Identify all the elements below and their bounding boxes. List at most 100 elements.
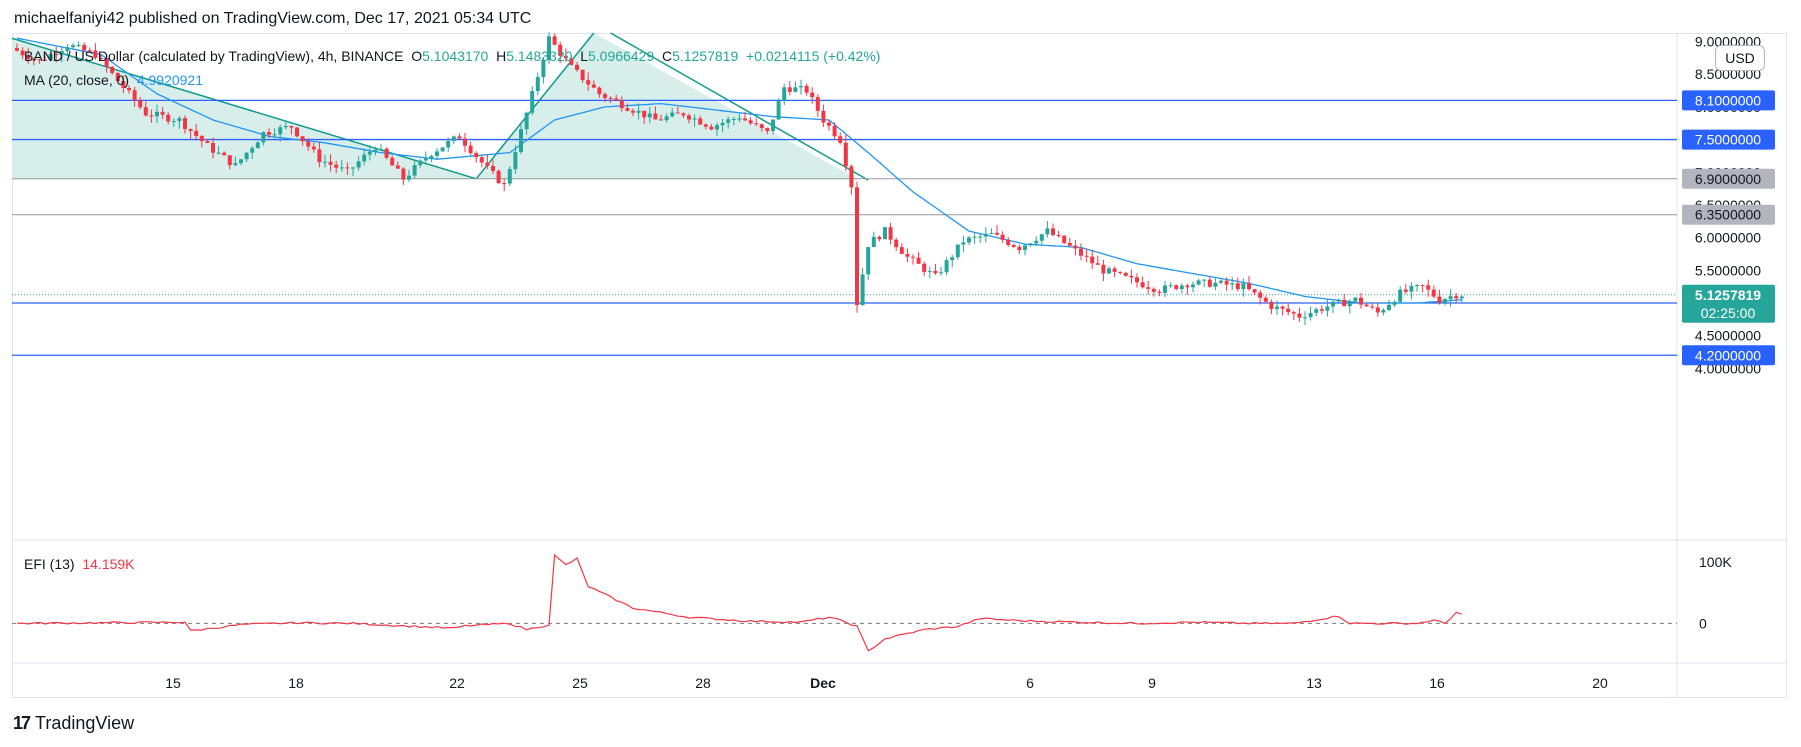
candle	[1107, 266, 1111, 274]
candle	[1437, 289, 1442, 305]
legend-symbol: BAND / US Dollar (calculated by TradingV…	[24, 48, 404, 64]
candle-body	[1303, 317, 1307, 319]
candle-body	[1403, 289, 1408, 292]
candle	[860, 267, 865, 306]
candle	[300, 136, 305, 146]
candle	[799, 79, 803, 95]
price-line-label-bg	[1682, 129, 1775, 150]
candle-body	[1381, 309, 1386, 313]
efi-legend: EFI (13) 14.159K	[24, 556, 135, 572]
candle	[804, 83, 809, 96]
candle	[395, 161, 400, 169]
candle-body	[591, 84, 596, 88]
candle	[687, 113, 691, 124]
candle-body	[1146, 287, 1151, 289]
candle-body	[1051, 228, 1055, 235]
ma-line	[16, 37, 1462, 304]
candle	[160, 106, 165, 120]
candle	[972, 232, 977, 244]
candle	[267, 128, 271, 139]
candle-body	[1157, 291, 1162, 293]
candle	[401, 167, 406, 185]
candle	[1028, 242, 1033, 247]
candle	[194, 124, 199, 141]
candle	[911, 254, 915, 265]
candle	[653, 106, 658, 120]
candle-body	[793, 87, 798, 92]
candle	[541, 56, 546, 84]
candle-body	[939, 272, 943, 274]
efi-legend-value: 14.159K	[82, 556, 135, 572]
candle	[362, 148, 367, 166]
candle-body	[1443, 299, 1447, 303]
candle	[239, 158, 243, 166]
candle-body	[1297, 313, 1302, 318]
candle	[289, 125, 294, 135]
candle	[883, 227, 887, 240]
candle	[390, 155, 395, 166]
candle	[1331, 301, 1335, 314]
price-line-label-bg	[1682, 90, 1775, 111]
candle	[776, 98, 781, 120]
candle-body	[1084, 255, 1089, 257]
legend-c-label: C	[661, 48, 673, 64]
candle	[205, 139, 210, 144]
candle-body	[99, 57, 103, 59]
candle-body	[423, 158, 428, 161]
last-price-label-bg	[1682, 284, 1775, 323]
candle	[1370, 302, 1375, 310]
candle-body	[37, 59, 42, 61]
candle	[1303, 311, 1307, 325]
candle-body	[530, 91, 535, 113]
chart-frame[interactable]	[12, 33, 1787, 698]
candle-body	[474, 153, 479, 158]
candle	[703, 123, 708, 130]
candle	[1179, 283, 1184, 294]
candle	[922, 261, 927, 276]
candle	[132, 86, 137, 107]
candle-body	[916, 257, 921, 264]
candle	[1202, 279, 1207, 287]
candle-body	[524, 112, 529, 130]
candle	[866, 246, 871, 281]
candle-body	[698, 118, 703, 125]
candle-body	[311, 146, 316, 150]
candle-body	[1370, 306, 1375, 308]
candle	[1263, 295, 1268, 304]
candle	[927, 266, 932, 278]
candle-body	[339, 167, 344, 169]
candle	[1023, 244, 1027, 256]
candle	[1409, 282, 1414, 300]
candle	[1275, 300, 1279, 315]
tradingview-logo[interactable]: 17 TradingView	[13, 713, 134, 734]
currency-button[interactable]: USD	[1715, 45, 1765, 71]
x-tick-label: 25	[572, 675, 588, 691]
candle	[675, 106, 680, 114]
candle	[1258, 289, 1263, 305]
candle-body	[65, 47, 70, 52]
candle-body	[1308, 312, 1313, 318]
candle-body	[1023, 245, 1027, 251]
y-tick-label: 5.5000000	[1695, 262, 1761, 278]
candle-body	[384, 148, 389, 158]
candle-body	[351, 167, 355, 169]
candle-body	[244, 152, 249, 160]
candle-body	[1185, 285, 1190, 288]
candle-body	[782, 87, 787, 101]
candle-body	[1062, 235, 1067, 243]
legend-l-label: L	[580, 48, 588, 64]
candle	[647, 106, 652, 124]
candle	[1247, 275, 1251, 291]
candle	[597, 86, 602, 98]
candle	[261, 131, 266, 146]
candle	[323, 154, 327, 168]
candle	[115, 72, 120, 82]
candle	[138, 96, 143, 110]
legend-h-label: H	[496, 48, 507, 64]
candle-body	[1118, 271, 1123, 273]
candle-body	[563, 55, 568, 59]
candle	[1241, 278, 1246, 297]
candle-body	[239, 159, 243, 164]
candle-body	[759, 124, 764, 128]
